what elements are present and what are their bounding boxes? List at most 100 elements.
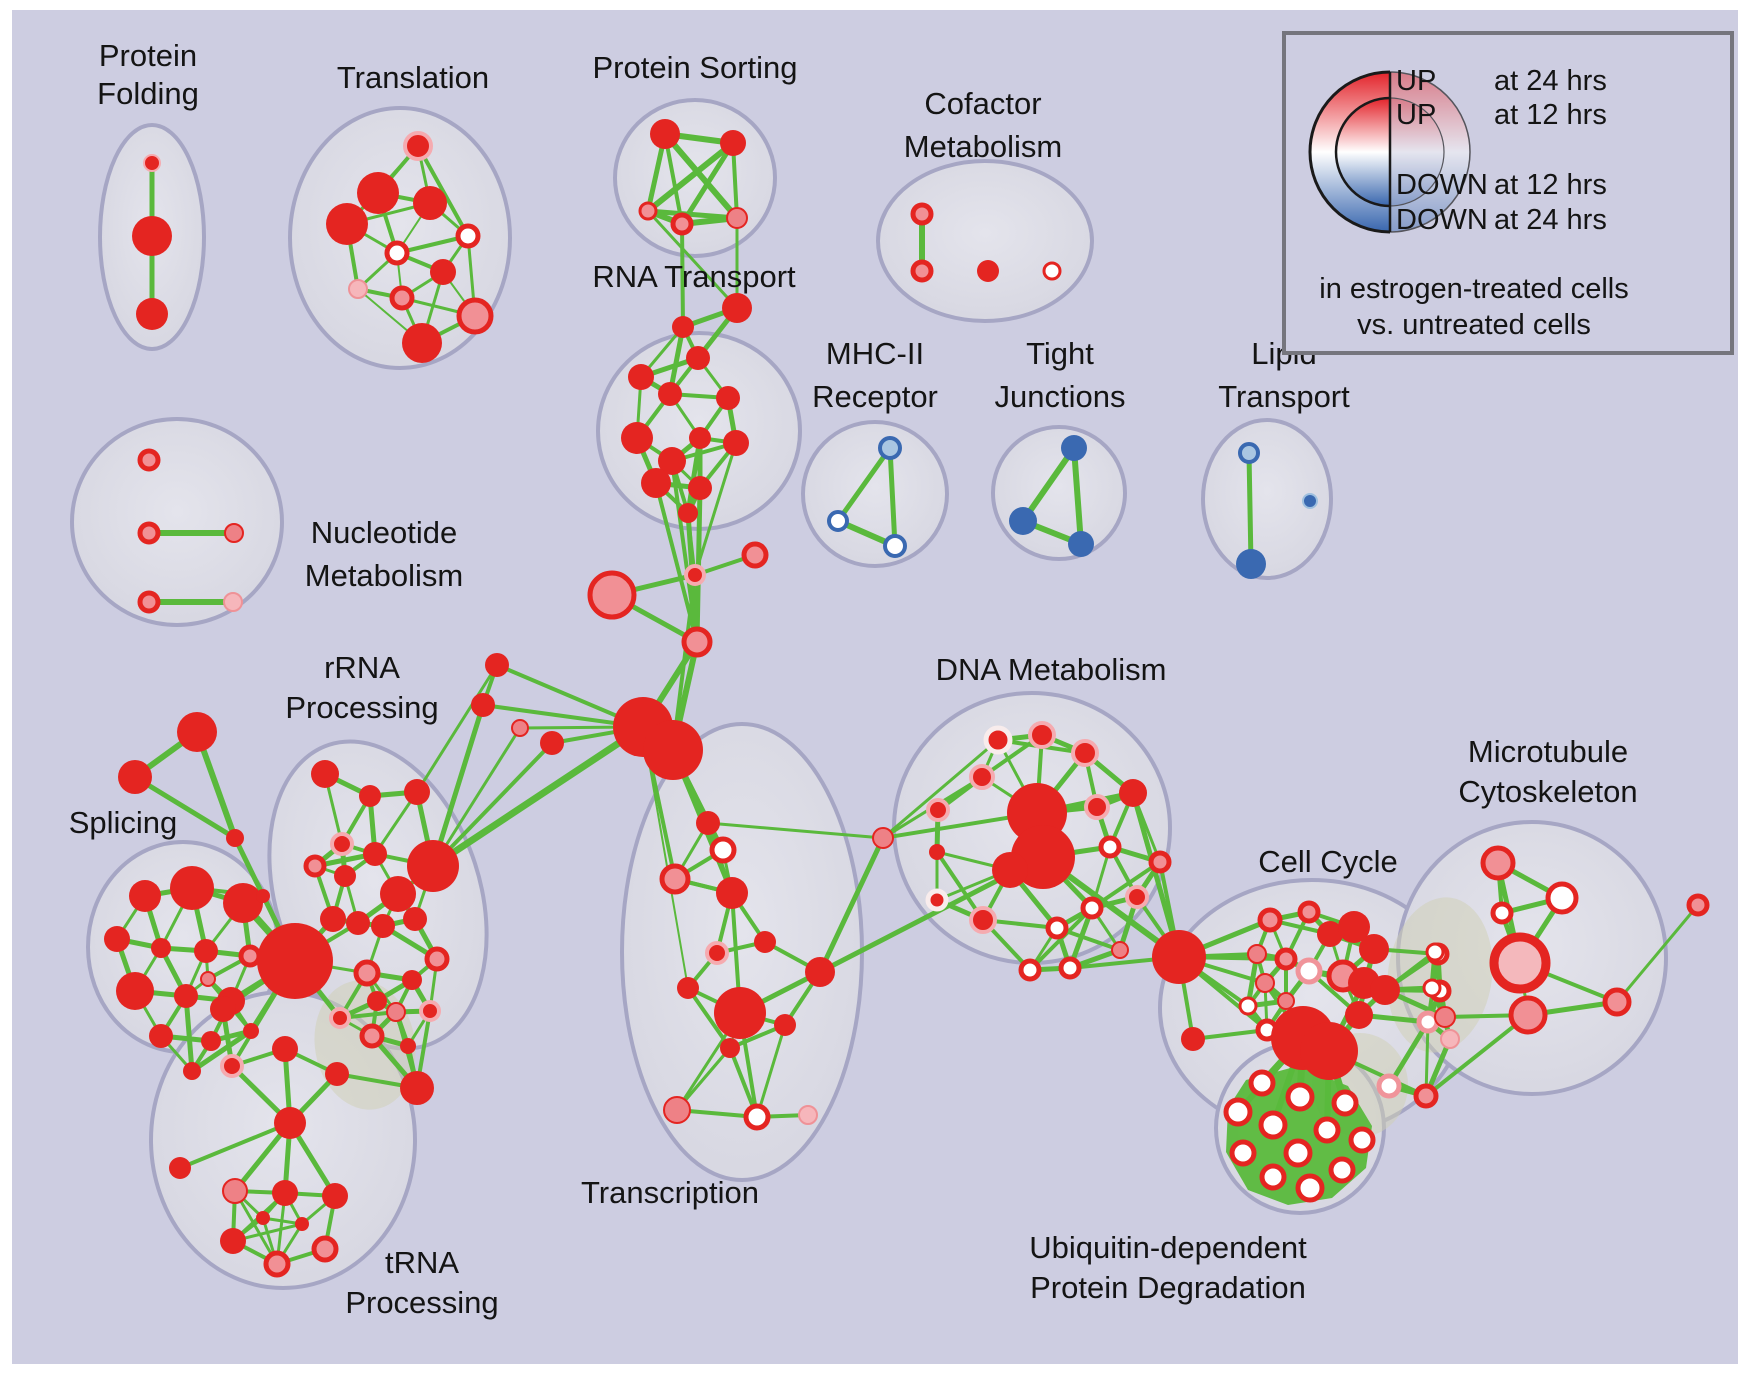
edge [686, 986, 732, 1050]
edge [679, 140, 736, 227]
legend-time-label: at 24 hrs [1494, 65, 1607, 97]
node-protein-sorting [720, 130, 746, 156]
node-splicing [223, 883, 263, 923]
node-dna-metabolism [969, 764, 995, 790]
node-dna-metabolism [1084, 794, 1110, 820]
node-connector [540, 731, 564, 755]
node-microtubule-cytoskeleton [1425, 942, 1445, 962]
node-splicing [174, 984, 198, 1008]
edge [132, 774, 238, 841]
legend-state-label: DOWN [1396, 204, 1488, 236]
node-rrna-processing [402, 970, 422, 990]
node-dna-metabolism [1125, 885, 1149, 909]
node-dna-metabolism [925, 888, 949, 912]
cluster-label-rrna-processing: rRNA [324, 650, 400, 685]
node-cell-cycle [1440, 1029, 1460, 1049]
node-rna-transport [716, 386, 740, 410]
cluster-label-cofactor-metabolism: Cofactor [924, 86, 1041, 121]
node-connector [118, 760, 152, 794]
node-ubiquitin-degradation [1313, 1116, 1341, 1144]
node-connector [511, 719, 529, 737]
node-rna-transport [641, 468, 671, 498]
node-translation [357, 172, 399, 214]
node-connector [741, 541, 769, 569]
edge [430, 702, 486, 869]
node-dna-metabolism [992, 852, 1028, 888]
edge [817, 835, 886, 975]
node-transcription [798, 1105, 818, 1125]
node-nucleotide-metabolism [223, 592, 243, 612]
node-ubiquitin-degradation [1331, 1089, 1359, 1117]
cluster-label-tight-junctions: Tight [1026, 336, 1094, 371]
node-nucleotide-metabolism [137, 521, 161, 545]
cluster-label-protein-sorting: Protein Sorting [592, 50, 797, 85]
node-nucleotide-metabolism [137, 448, 161, 472]
edge [835, 445, 893, 524]
node-trna-processing [220, 1228, 246, 1254]
node-transcription [705, 941, 729, 965]
node-translation [389, 285, 415, 311]
node-transcription [716, 877, 748, 909]
node-rrna-processing [329, 1007, 351, 1029]
edge [1020, 445, 1077, 524]
node-rrna-processing [400, 1071, 434, 1105]
node-dna-metabolism [1111, 941, 1129, 959]
node-splicing [149, 1024, 173, 1048]
node-transcription [754, 931, 776, 953]
node-transcription [743, 1103, 771, 1131]
node-cell-cycle [1297, 900, 1321, 924]
node-dna-metabolism [969, 906, 997, 934]
node-cell-cycle [1257, 907, 1283, 933]
cluster-label-protein-folding: Folding [97, 76, 199, 111]
node-dna-metabolism [1045, 916, 1069, 940]
edge [654, 481, 699, 644]
node-protein-sorting [670, 212, 694, 236]
node-cell-cycle [1274, 947, 1298, 971]
node-trna-processing [322, 1183, 348, 1209]
cluster-label-rrna-processing: Processing [285, 690, 438, 725]
edge [662, 131, 740, 221]
node-dna-metabolism [1098, 835, 1122, 859]
edge [415, 663, 499, 794]
node-protein-sorting [650, 119, 680, 149]
cluster-label-rna-transport: RNA Transport [592, 259, 796, 294]
node-rrna-processing [330, 832, 354, 856]
node-cell-cycle [1338, 911, 1370, 943]
node-cell-cycle [1277, 992, 1295, 1010]
cluster-label-trna-processing: tRNA [385, 1245, 459, 1280]
node-cell-cycle [1247, 944, 1267, 964]
cluster-ellipse-mhc-ii-receptor [801, 420, 949, 568]
node-rrna-processing [407, 840, 459, 892]
node-splicing [116, 972, 154, 1010]
cluster-label-ubiquitin-degradation: Protein Degradation [1030, 1270, 1306, 1305]
node-dna-metabolism [1148, 850, 1172, 874]
node-tight-junctions [1061, 435, 1087, 461]
node-microtubule-cytoskeleton [1602, 987, 1632, 1017]
cluster-label-transcription: Transcription [581, 1175, 759, 1210]
node-rna-transport [658, 447, 686, 475]
edge [693, 441, 738, 577]
node-translation [455, 223, 481, 249]
node-splicing [129, 880, 161, 912]
node-trna-processing [256, 1211, 270, 1225]
node-microtubule-cytoskeleton [1422, 978, 1442, 998]
cluster-ellipse-nucleotide-metabolism [70, 417, 284, 627]
node-rrna-processing [363, 842, 387, 866]
cluster-label-lipid-transport: Transport [1218, 379, 1350, 414]
node-cell-cycle [1413, 1083, 1439, 1109]
node-trna-processing [210, 996, 236, 1022]
node-splicing [238, 944, 262, 968]
node-microtubule-cytoskeleton [1480, 845, 1516, 881]
node-microtubule-cytoskeleton [1508, 995, 1548, 1035]
node-translation [326, 203, 368, 245]
node-tight-junctions [1068, 531, 1094, 557]
node-trna-processing [169, 1157, 191, 1179]
node-rrna-processing [404, 779, 430, 805]
node-ubiquitin-degradation [1229, 1139, 1257, 1167]
node-dna-metabolism [1119, 779, 1147, 807]
cluster-ellipse-translation [288, 106, 512, 370]
node-splicing [194, 939, 218, 963]
edge [1130, 790, 1182, 960]
node-rna-transport [658, 382, 682, 406]
